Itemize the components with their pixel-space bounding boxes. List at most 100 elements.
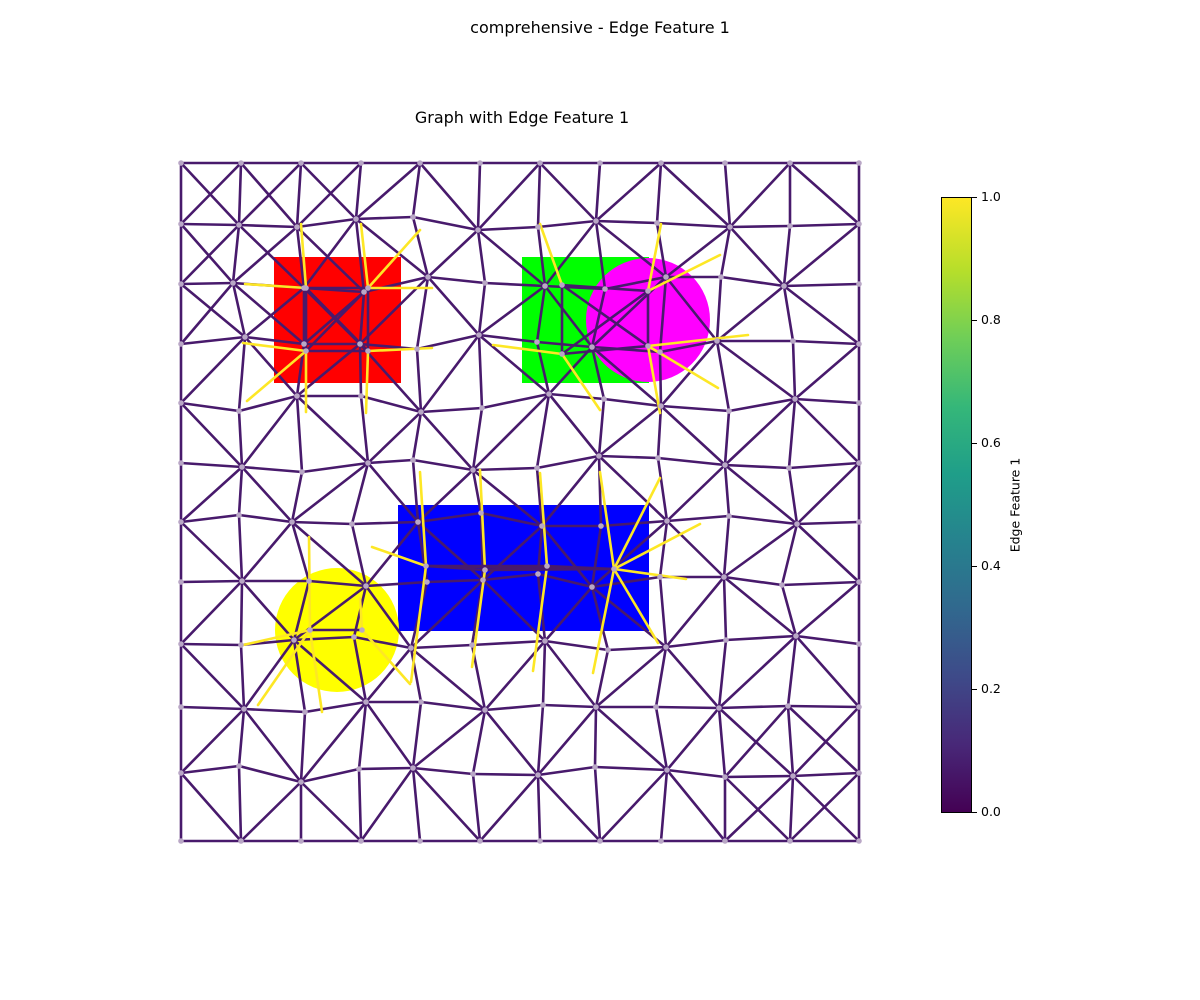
graph-edge	[357, 766, 415, 771]
graph-node	[535, 224, 541, 230]
graph-edge	[658, 339, 719, 354]
graph-edge	[594, 219, 607, 291]
graph-edge	[295, 161, 303, 229]
graph-node	[410, 765, 416, 771]
graph-node	[723, 637, 729, 643]
graph-edge	[419, 406, 484, 414]
graph-edge	[536, 773, 602, 843]
graph-node	[417, 160, 423, 166]
graph-edge	[591, 567, 616, 675]
graph-edge	[541, 639, 547, 707]
graph-node	[239, 578, 245, 584]
graph-edge	[366, 458, 415, 465]
graph-edge	[717, 706, 727, 779]
graph-edge	[723, 774, 795, 843]
graph-edge	[723, 463, 799, 526]
graph-node	[537, 838, 543, 844]
graph-edge	[295, 342, 362, 398]
graph-edge	[411, 458, 475, 472]
graph-node	[786, 465, 792, 471]
graph-node	[415, 519, 421, 525]
graph-node	[301, 341, 307, 347]
colorbar-tick-label: 1.0	[981, 189, 1001, 204]
graph-edge	[535, 466, 544, 528]
colorbar-label: Edge Feature 1	[1007, 457, 1023, 553]
graph-node	[423, 563, 429, 569]
graph-node	[722, 774, 728, 780]
graph-edge	[471, 392, 551, 472]
graph-edge	[491, 343, 564, 356]
graph-node	[358, 838, 364, 844]
graph-node	[178, 641, 184, 647]
graph-edge	[655, 221, 732, 229]
graph-edge	[308, 628, 324, 714]
colorbar-tick	[972, 320, 977, 321]
graph-node	[482, 567, 488, 573]
graph-node	[307, 627, 313, 633]
graph-edge	[717, 638, 728, 710]
graph-edge	[471, 468, 544, 528]
graph-node	[657, 349, 663, 355]
graph-edge	[479, 511, 544, 528]
graph-node	[542, 638, 548, 644]
graph-edge	[477, 284, 547, 337]
graph-edge	[416, 468, 475, 524]
graph-edge	[237, 409, 244, 469]
graph-edge	[656, 456, 669, 523]
graph-node	[658, 403, 664, 409]
graph-edge	[302, 217, 358, 290]
graph-edge	[352, 635, 368, 704]
graph-edge	[426, 275, 481, 337]
graph-edge	[538, 161, 598, 223]
graph-node	[178, 519, 184, 525]
graph-node	[239, 464, 245, 470]
graph-edge	[791, 771, 861, 778]
graph-edge	[179, 335, 247, 346]
graph-edge	[243, 335, 299, 398]
graph-edge	[727, 397, 797, 413]
graph-edge	[242, 638, 296, 711]
graph-node	[469, 642, 475, 648]
graph-node	[535, 571, 541, 577]
graph-edge	[646, 253, 722, 293]
graph-node	[298, 779, 304, 785]
colorbar	[941, 197, 972, 813]
graph-node	[477, 160, 483, 166]
graph-edge	[545, 564, 616, 571]
graph-edge	[646, 333, 750, 348]
graph-node	[534, 339, 540, 345]
graph-edge	[723, 704, 790, 779]
graph-edge	[366, 461, 420, 524]
graph-node	[238, 160, 244, 166]
graph-node	[424, 579, 430, 585]
graph-edge	[536, 225, 547, 288]
graph-edge	[664, 638, 728, 649]
graph-edge	[357, 767, 363, 843]
graph-edge	[240, 579, 296, 642]
graph-edge	[243, 286, 306, 339]
graph-node	[605, 647, 611, 653]
graph-edge	[360, 628, 412, 686]
graph-edge	[295, 225, 306, 290]
graph-edge	[239, 161, 299, 229]
graph-edge	[612, 567, 688, 581]
graph-node	[602, 286, 608, 292]
graph-node	[856, 221, 862, 227]
graph-edge	[593, 765, 602, 843]
graph-edge	[471, 406, 484, 472]
graph-edge	[597, 454, 669, 523]
graph-node	[365, 460, 371, 466]
graph-edge	[665, 768, 727, 779]
graph-edge	[543, 639, 598, 709]
graph-edge	[179, 335, 247, 405]
graph-edge	[788, 161, 861, 226]
graph-edge	[717, 704, 790, 710]
graph-edge	[658, 575, 668, 649]
graph-edge	[354, 217, 366, 294]
graph-edge	[179, 281, 235, 286]
graph-edge	[560, 283, 650, 348]
graph-edge	[480, 392, 551, 410]
graph-edge	[597, 454, 603, 528]
graph-node	[785, 703, 791, 709]
graph-node	[358, 160, 364, 166]
